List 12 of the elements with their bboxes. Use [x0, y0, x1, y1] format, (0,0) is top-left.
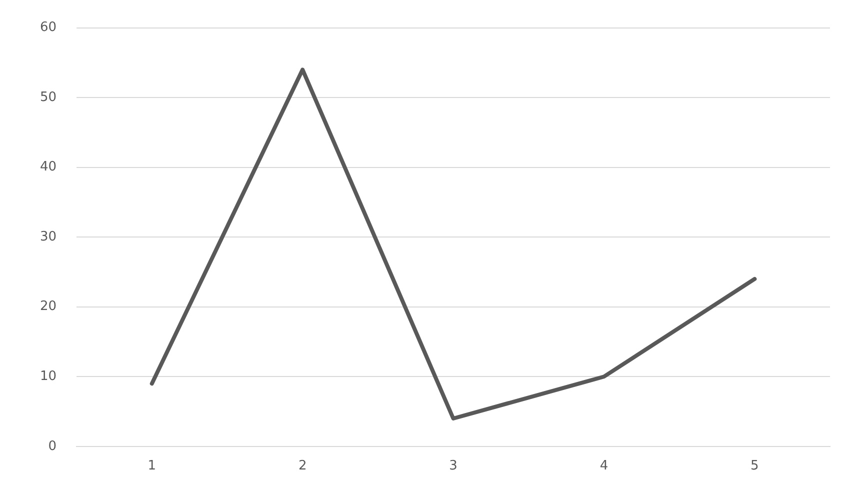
x-tick-label: 3	[449, 458, 458, 474]
y-tick-label: 50	[40, 90, 57, 105]
y-tick-label: 10	[40, 369, 57, 384]
y-tick-label: 20	[40, 299, 57, 314]
y-tick-label: 30	[40, 229, 57, 244]
y-tick-label: 60	[40, 20, 57, 36]
y-tick-label: 0	[48, 438, 57, 454]
x-tick-label: 1	[148, 458, 156, 474]
x-tick-label: 2	[298, 458, 307, 474]
y-tick-label: 40	[40, 160, 57, 175]
x-tick-label: 5	[750, 458, 759, 474]
x-tick-label: 4	[600, 458, 608, 474]
